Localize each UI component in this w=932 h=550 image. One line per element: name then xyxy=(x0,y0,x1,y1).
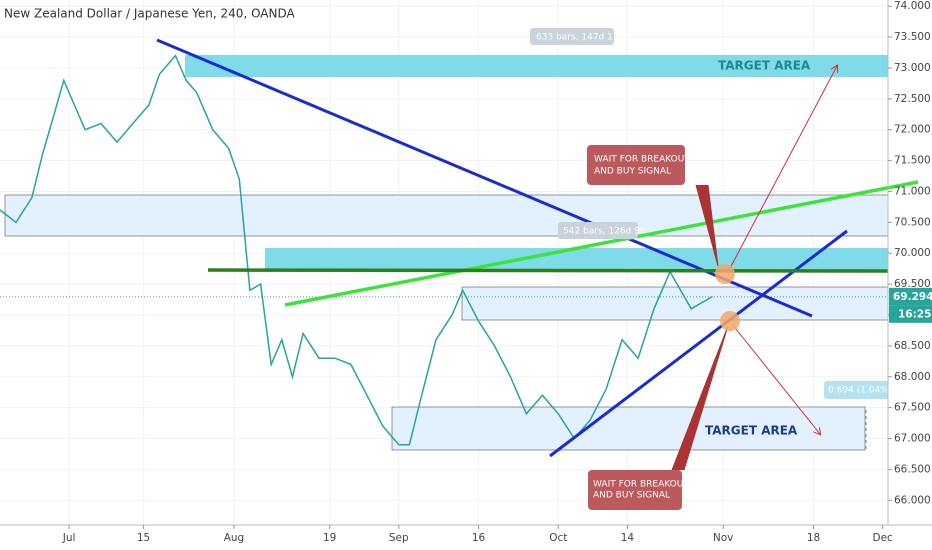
measure-badge xyxy=(558,222,638,239)
countdown-badge xyxy=(889,305,932,323)
measure-text: 0.694 (1.04%) 69 xyxy=(828,386,907,396)
price-badge xyxy=(889,287,932,306)
arrow xyxy=(727,66,837,273)
level-line xyxy=(207,268,889,273)
measure-text: 542 bars, 126d 9h xyxy=(563,227,646,237)
callout-text: WAIT FOR BREAKOUT xyxy=(594,155,690,165)
callout-text: AND BUY SIGNAL xyxy=(594,167,671,177)
y-tick-label: 66.500 xyxy=(894,463,931,475)
y-tick-label: 73.500 xyxy=(894,31,931,43)
zone xyxy=(265,248,888,270)
measure-badge xyxy=(824,381,888,399)
measure-clip: 0.694 (1.04%) 69 xyxy=(824,381,907,399)
y-tick-label: 71.000 xyxy=(894,185,931,197)
x-tick-label: 19 xyxy=(323,532,336,544)
zone xyxy=(461,286,888,321)
target-label: TARGET AREA xyxy=(718,59,811,73)
y-tick-label: 66.000 xyxy=(894,494,931,506)
y-tick-label: 71.500 xyxy=(894,155,931,167)
drawings: WAIT FOR BREAKOUT AND BUY SIGNAL WAIT FO… xyxy=(0,0,932,526)
callout-text: WAIT FOR BREAKOUT xyxy=(593,480,689,490)
y-tick-label: 73.000 xyxy=(894,62,931,74)
measure-text: 633 bars, 147d 13h xyxy=(536,33,624,43)
y-tick-label: 67.000 xyxy=(894,433,931,445)
price-label: 69.294 xyxy=(893,291,932,303)
x-tick-label: Sep xyxy=(389,532,409,544)
marker-circle xyxy=(715,264,735,284)
x-tick-label: Oct xyxy=(549,532,567,544)
y-tick-label: 68.000 xyxy=(894,371,931,383)
arrow xyxy=(731,323,820,434)
trend-line xyxy=(156,38,813,318)
x-tick-label: Dec xyxy=(873,532,894,544)
y-tick-label: 69.500 xyxy=(894,278,931,290)
x-tick-label: 15 xyxy=(137,532,150,544)
x-tick-label: 18 xyxy=(807,532,820,544)
zone xyxy=(391,406,866,451)
x-tick-label: 16 xyxy=(472,532,486,544)
price-line xyxy=(0,54,713,446)
callout-text: AND BUY SIGNAL xyxy=(593,491,670,501)
marker-circle xyxy=(720,311,740,331)
measure-badge xyxy=(530,28,614,45)
x-tick-label: 14 xyxy=(621,532,635,544)
x-tick-label: Jul xyxy=(62,532,76,544)
callout-pointer xyxy=(695,184,719,267)
x-tick-label: Aug xyxy=(224,532,245,544)
countdown-label: 16:25 xyxy=(898,308,931,320)
y-tick-label: 67.500 xyxy=(894,402,931,414)
drawings xyxy=(0,0,888,525)
x-tick-label: Nov xyxy=(713,532,734,544)
y-tick-label: 72.000 xyxy=(894,124,931,136)
y-tick-label: 70.500 xyxy=(894,216,931,228)
callout xyxy=(588,470,682,510)
y-tick-label: 70.000 xyxy=(894,247,931,259)
trend-line xyxy=(284,180,919,307)
trend-line xyxy=(549,229,848,458)
series-layer xyxy=(0,54,888,446)
zone xyxy=(185,55,888,77)
chart-title: New Zealand Dollar / Japanese Yen, 240, … xyxy=(4,7,296,21)
callout xyxy=(587,145,685,185)
y-tick-label: 68.500 xyxy=(894,340,931,352)
zone xyxy=(4,194,888,237)
y-tick-label: 72.500 xyxy=(894,93,931,105)
target-label: TARGET AREA xyxy=(705,424,798,438)
y-tick-label: 74.000 xyxy=(894,0,931,12)
